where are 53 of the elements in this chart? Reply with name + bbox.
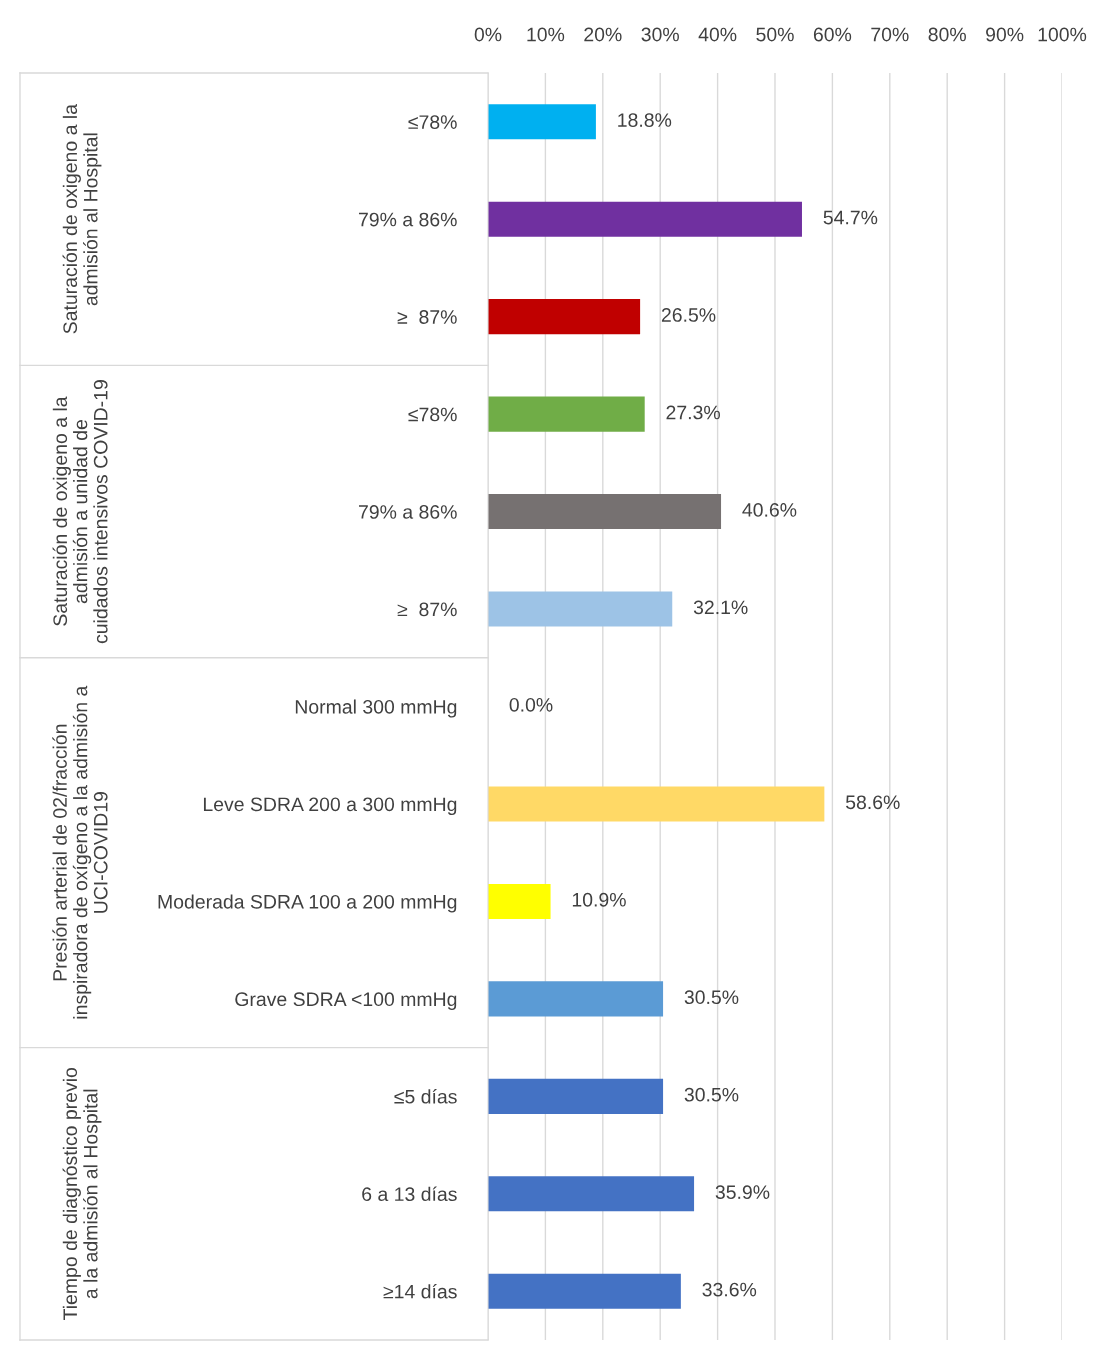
x-tick-label: 60% <box>813 27 852 42</box>
x-tick-label: 10% <box>527 27 565 42</box>
data-label: 35.9% <box>715 1185 770 1200</box>
x-tick-label: 20% <box>584 27 622 42</box>
bar <box>488 981 664 1017</box>
y-tick-label: ≥14 días <box>383 1284 457 1299</box>
text: Presión arterial de 02/fracción inspiradora de oxígeno a la admisión a UCI-COVID19 <box>52 685 108 1019</box>
x-tick-label: 40% <box>698 27 737 42</box>
y-tick-label: 79% a 86% <box>358 505 457 519</box>
y-tick-label: ≤5 días <box>394 1089 457 1104</box>
y-tick-label: ≥ 87% <box>397 602 457 617</box>
y-tick-label: Moderada SDRA 100 a 200 mmHg <box>158 894 457 913</box>
bar <box>488 883 551 919</box>
data-label: 54.7% <box>823 210 878 225</box>
data-label: 27.3% <box>666 405 720 420</box>
bar <box>488 494 722 530</box>
bar <box>488 299 641 335</box>
data-label: 32.1% <box>693 600 748 615</box>
text: Tiempo de diagnóstico previo a la admisión al Hospital <box>62 1067 102 1320</box>
x-tick-label: 90% <box>986 27 1024 42</box>
data-label: 30.5% <box>684 1087 739 1102</box>
data-label: 10.9% <box>572 892 626 907</box>
x-tick-label: 0% <box>474 27 502 42</box>
bar <box>488 396 645 432</box>
data-label: 40.6% <box>742 503 797 517</box>
y-tick-label: ≤78% <box>408 115 457 129</box>
bar <box>488 104 596 140</box>
data-label: 0.0% <box>509 697 553 712</box>
y-tick-label: 6 a 13 días <box>362 1186 457 1202</box>
data-label: 18.8% <box>618 113 672 127</box>
text: Saturación de oxigeno a la admisión al Hospital <box>62 104 102 334</box>
bar <box>488 1078 664 1114</box>
data-label: 58.6% <box>845 795 900 810</box>
y-tick-label: ≤78% <box>408 407 457 422</box>
x-tick-label: 50% <box>756 27 794 42</box>
x-tick-label: 30% <box>641 27 679 42</box>
x-tick-label: 70% <box>871 27 909 42</box>
bar <box>488 591 673 627</box>
y-tick-label: Normal 300 mmHg <box>295 699 457 718</box>
bar <box>488 201 802 237</box>
data-label: 26.5% <box>661 308 716 322</box>
x-tick-label: 80% <box>928 27 966 42</box>
bar <box>488 786 825 822</box>
data-label: 33.6% <box>702 1282 757 1297</box>
data-label: 30.5% <box>684 990 739 1005</box>
y-tick-label: ≥ 87% <box>397 310 457 324</box>
bar <box>488 1273 681 1309</box>
y-tick-label: Leve SDRA 200 a 300 mmHg <box>203 797 457 816</box>
text: Saturación de oxigeno a la admisión a unidad de cuidados intensivos COVID-19 <box>52 380 108 644</box>
bar <box>488 1176 695 1212</box>
x-tick-label: 100% <box>1038 27 1087 42</box>
y-tick-label: 79% a 86% <box>358 212 457 227</box>
y-tick-label: Grave SDRA <100 mmHg <box>235 992 457 1010</box>
